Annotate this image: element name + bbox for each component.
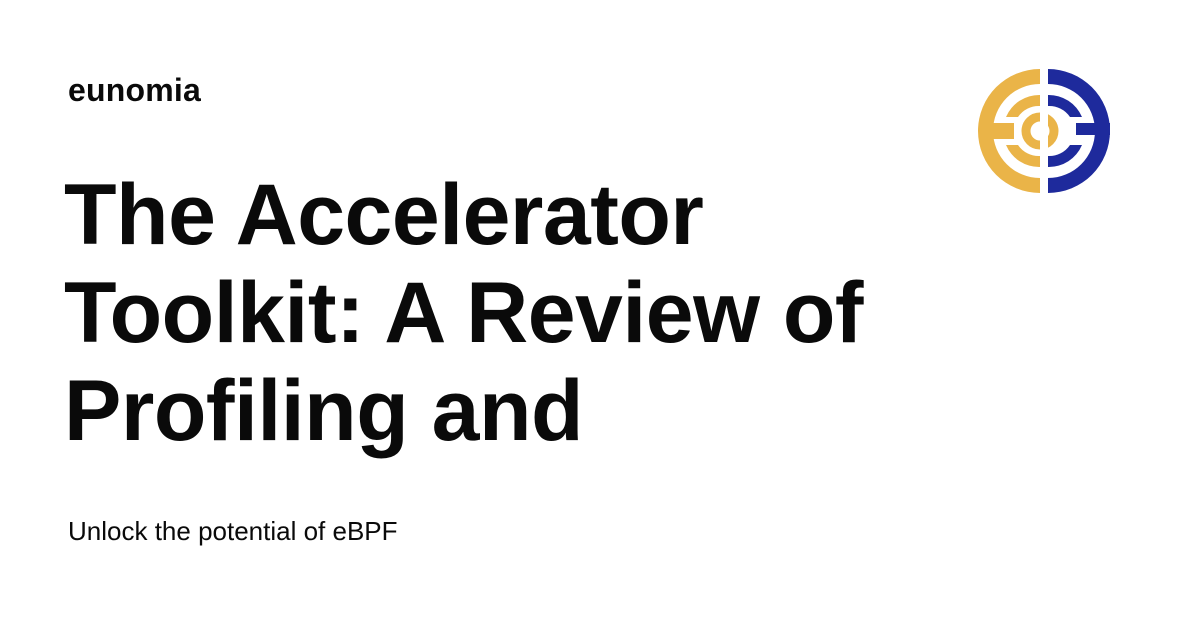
logo-gold-lower-inner-arc xyxy=(1006,145,1040,168)
logo-navy-outer-arc xyxy=(1048,69,1110,193)
article-title: The Accelerator Toolkit: A Review of Pro… xyxy=(64,166,944,460)
logo-gold-bar xyxy=(992,123,1014,139)
logo-navy-bar xyxy=(1076,123,1110,135)
logo-gold-upper-inner-arc xyxy=(1006,94,1040,117)
logo-gold-outer-arc xyxy=(978,69,1040,193)
article-title-line-2: Toolkit: A Review of xyxy=(64,265,864,361)
logo-navy-upper-inner-arc xyxy=(1048,94,1082,117)
article-subtitle: Unlock the potential of eBPF xyxy=(68,516,398,546)
article-title-line-1: The Accelerator xyxy=(64,167,704,263)
logo-navy-lower-inner-arc xyxy=(1048,145,1082,168)
site-name: eunomia xyxy=(68,72,201,108)
logo-divider xyxy=(1040,65,1048,197)
eunomia-logo-icon xyxy=(978,65,1110,197)
article-title-line-3: Profiling and xyxy=(64,363,584,459)
